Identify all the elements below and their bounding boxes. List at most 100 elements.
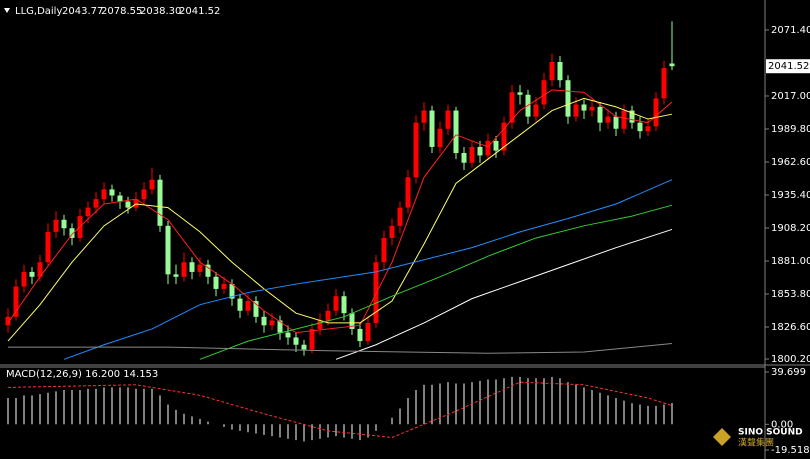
- candle-body: [621, 110, 627, 129]
- candle-body: [53, 219, 59, 232]
- candle-body: [549, 62, 555, 81]
- candle-body: [141, 189, 147, 200]
- candle-body: [605, 116, 611, 123]
- candle-body: [581, 104, 587, 111]
- candle-body: [301, 344, 307, 350]
- candle-body: [533, 104, 539, 117]
- candle-body: [133, 199, 139, 208]
- moving-average: [8, 343, 673, 354]
- candle-body: [285, 332, 291, 338]
- candle-body: [325, 310, 331, 321]
- candle-body: [253, 301, 259, 317]
- candle-body: [181, 262, 187, 277]
- candle-body: [237, 298, 243, 311]
- candle-body: [189, 262, 195, 272]
- candle-body: [453, 110, 459, 154]
- candle-body: [645, 126, 651, 132]
- y-tick-label: 0.00: [771, 419, 793, 430]
- ohlc-high: 2078.55: [101, 6, 142, 17]
- candle-body: [461, 153, 467, 163]
- candle-body: [653, 98, 659, 127]
- candle-body: [389, 225, 395, 238]
- candle-body: [557, 62, 563, 81]
- candle-body: [269, 320, 275, 326]
- ohlc-low: 2038.30: [140, 6, 181, 17]
- candle-body: [117, 195, 123, 202]
- candle-body: [45, 231, 51, 263]
- candle-body: [21, 271, 27, 287]
- price-box: [766, 59, 810, 74]
- candle-body: [597, 106, 603, 123]
- y-tick-label: 1826.60: [771, 322, 810, 333]
- macd-label: MACD(12,26,9) 16.200 14.153: [6, 369, 158, 380]
- symbol: LLG,Daily: [15, 6, 62, 17]
- candle-body: [349, 313, 355, 329]
- y-tick-label: 2071.40: [771, 25, 810, 36]
- candle-body: [589, 106, 595, 111]
- candle-body: [213, 276, 219, 289]
- candle-body: [405, 177, 411, 208]
- candle-body: [197, 264, 203, 272]
- current-price: 2041.52: [768, 61, 809, 72]
- candle-body: [501, 122, 507, 151]
- candle-body: [309, 328, 315, 350]
- candle-body: [365, 322, 371, 342]
- candle-body: [373, 262, 379, 323]
- y-tick-label: 1989.80: [771, 124, 810, 135]
- candle-body: [493, 140, 499, 151]
- candle-body: [205, 264, 211, 277]
- menu-arrow[interactable]: [4, 8, 10, 13]
- logo-text-cn: 漢聲集團: [738, 437, 774, 449]
- y-tick-label: -19.518: [771, 445, 810, 456]
- candle-body: [565, 80, 571, 117]
- candle-body: [277, 320, 283, 333]
- candle-body: [261, 316, 267, 326]
- candle-body: [517, 92, 523, 95]
- candle-body: [333, 296, 339, 311]
- candle-body: [437, 128, 443, 147]
- y-tick-label: 39.699: [771, 367, 806, 378]
- candle-body: [485, 140, 491, 156]
- ohlc-close: 2041.52: [179, 6, 220, 17]
- candle-body: [421, 110, 427, 123]
- candle-body: [397, 207, 403, 226]
- candle-body: [573, 104, 579, 117]
- moving-average: [63, 179, 673, 360]
- y-tick-label: 1935.40: [771, 190, 810, 201]
- candle-body: [109, 189, 115, 196]
- macd-signal: [7, 381, 673, 438]
- candle-body: [221, 284, 227, 289]
- logo-text: SINO SOUND: [738, 428, 803, 438]
- candle-body: [613, 116, 619, 129]
- moving-average: [199, 204, 673, 360]
- moving-average: [7, 89, 673, 334]
- candle-body: [293, 337, 299, 345]
- logo-icon: [713, 428, 731, 446]
- y-tick-label: 1908.20: [771, 223, 810, 234]
- candle-body: [61, 219, 67, 229]
- candle-body: [469, 146, 475, 163]
- y-tick-label: 1800.20: [771, 354, 810, 365]
- candle-body: [245, 301, 251, 311]
- candle-body: [85, 207, 91, 217]
- candle-body: [357, 328, 363, 342]
- logo: SINO SOUND 漢聲集團: [713, 428, 803, 449]
- candle-body: [173, 274, 179, 277]
- y-tick-label: 2017.00: [771, 91, 810, 102]
- candle-body: [125, 201, 131, 208]
- moving-average: [7, 97, 673, 342]
- candle-body: [5, 316, 11, 326]
- candle-body: [477, 146, 483, 156]
- y-tick-label: 1881.00: [771, 256, 810, 267]
- candle-body: [101, 189, 107, 200]
- candle-body: [381, 237, 387, 263]
- ohlc-open: 2043.77: [62, 6, 103, 17]
- candle-body: [341, 296, 347, 314]
- moving-average: [335, 228, 673, 360]
- candle-body: [157, 179, 163, 226]
- candle-body: [229, 284, 235, 299]
- candle-body: [29, 271, 35, 277]
- candle-body: [149, 179, 155, 190]
- candle-body: [93, 199, 99, 208]
- candle-body: [661, 68, 667, 99]
